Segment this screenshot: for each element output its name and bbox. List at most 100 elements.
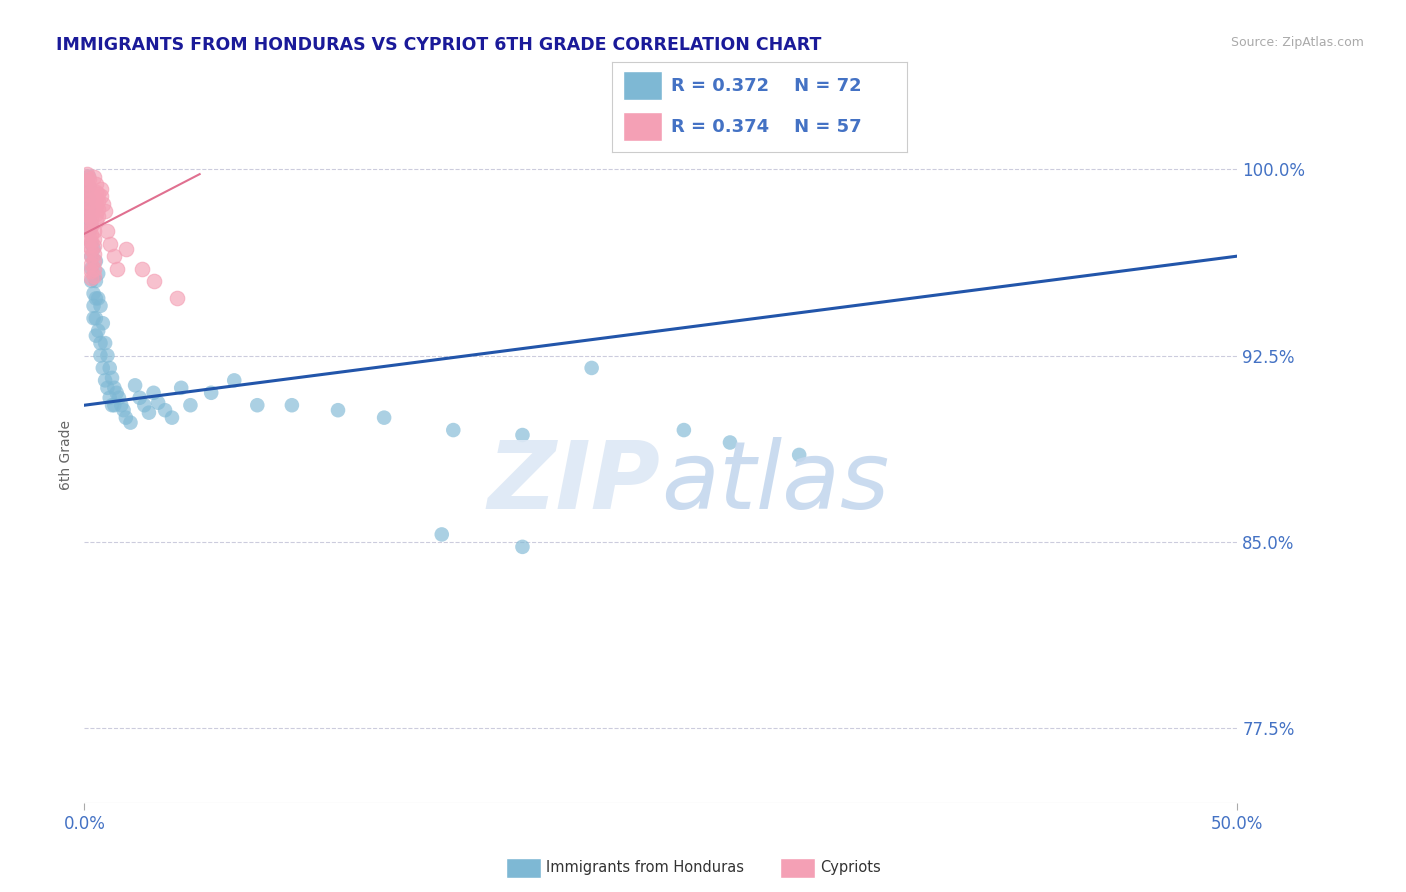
Point [108, 391, 131, 405]
Point [77, 169, 100, 184]
Point [83, 232, 105, 246]
Point [77, 224, 100, 238]
Point [373, 410, 395, 425]
Point [91, 360, 114, 375]
Point [84, 185, 107, 199]
Point [83, 268, 105, 283]
Point [84, 199, 107, 213]
Point [110, 398, 132, 412]
FancyBboxPatch shape [623, 112, 662, 141]
Point [89, 189, 111, 203]
Point [96, 381, 118, 395]
Point [83, 311, 105, 326]
Point [281, 398, 304, 412]
Point [76, 179, 98, 194]
Point [131, 261, 153, 276]
Point [77, 202, 100, 216]
Point [89, 336, 111, 351]
Point [179, 398, 201, 412]
Point [160, 410, 183, 425]
Point [83, 169, 105, 184]
Point [98, 391, 121, 405]
Text: Cypriots: Cypriots [820, 861, 880, 875]
Point [83, 242, 105, 256]
Point [80, 249, 103, 263]
Point [105, 261, 128, 276]
Point [77, 224, 100, 238]
Point [76, 207, 98, 221]
Point [718, 435, 741, 450]
Point [512, 540, 534, 554]
Point [84, 207, 107, 221]
Point [134, 398, 156, 412]
Point [77, 210, 100, 224]
Point [83, 261, 105, 276]
Point [787, 448, 810, 462]
Point [84, 214, 107, 228]
Point [76, 194, 98, 209]
Point [83, 246, 105, 260]
Point [142, 274, 165, 288]
Point [105, 385, 128, 400]
Point [77, 202, 100, 216]
Point [77, 239, 100, 253]
Point [89, 349, 111, 363]
Point [80, 242, 103, 256]
Point [96, 349, 118, 363]
Y-axis label: 6th Grade: 6th Grade [59, 420, 73, 490]
Point [98, 236, 121, 251]
Point [166, 291, 188, 305]
Point [87, 194, 110, 209]
Point [84, 254, 107, 268]
Point [672, 423, 695, 437]
Point [146, 395, 169, 409]
Point [581, 360, 603, 375]
Point [76, 194, 98, 209]
Point [84, 192, 107, 206]
Point [80, 217, 103, 231]
Point [80, 261, 103, 276]
Point [76, 199, 98, 213]
Point [76, 186, 98, 201]
Point [83, 224, 105, 238]
Point [77, 211, 100, 226]
Point [87, 324, 110, 338]
Point [103, 249, 125, 263]
Text: R = 0.372    N = 72: R = 0.372 N = 72 [671, 77, 862, 95]
Point [77, 179, 100, 194]
Point [142, 385, 165, 400]
Point [138, 406, 160, 420]
Point [80, 249, 103, 263]
Text: Source: ZipAtlas.com: Source: ZipAtlas.com [1230, 36, 1364, 49]
Point [84, 177, 107, 191]
Point [101, 398, 124, 412]
Point [94, 204, 117, 219]
Point [326, 403, 349, 417]
Point [91, 316, 114, 330]
Point [76, 175, 98, 189]
Point [87, 202, 110, 216]
Point [200, 385, 222, 400]
Point [76, 179, 98, 194]
Point [77, 217, 100, 231]
Point [77, 232, 100, 246]
Point [87, 186, 110, 201]
Point [87, 267, 110, 281]
Point [101, 371, 124, 385]
Text: ZIP: ZIP [488, 437, 661, 529]
Point [77, 179, 100, 194]
Point [77, 186, 100, 201]
Point [84, 311, 107, 326]
Point [80, 219, 103, 234]
Point [83, 239, 105, 253]
Point [80, 211, 103, 226]
FancyBboxPatch shape [623, 71, 662, 100]
Point [83, 299, 105, 313]
Point [76, 167, 98, 181]
Point [441, 423, 464, 437]
Point [80, 234, 103, 248]
Text: R = 0.374    N = 57: R = 0.374 N = 57 [671, 118, 862, 136]
Point [80, 271, 103, 285]
Point [77, 192, 100, 206]
Point [76, 169, 98, 184]
